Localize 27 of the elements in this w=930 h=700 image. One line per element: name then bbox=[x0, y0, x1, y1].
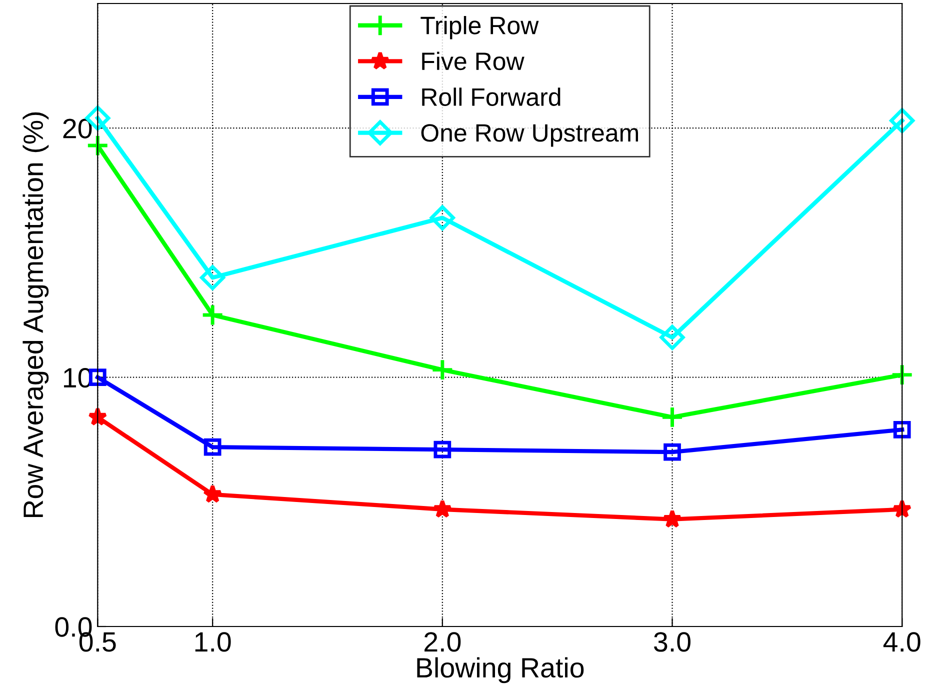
legend-label: One Row Upstream bbox=[421, 124, 638, 147]
legend-label: Five Row bbox=[422, 52, 524, 70]
point bbox=[430, 358, 454, 382]
point bbox=[432, 499, 452, 518]
point bbox=[660, 324, 685, 350]
point bbox=[893, 420, 911, 438]
legend-label: Roll Forward bbox=[422, 88, 560, 106]
x-axis-title: Blowing Ratio bbox=[417, 657, 584, 684]
x-tick-label: 1.0 bbox=[195, 632, 231, 652]
x-tick-label: 3.0 bbox=[654, 632, 690, 652]
point bbox=[890, 363, 914, 386]
point bbox=[201, 304, 224, 326]
point bbox=[200, 265, 226, 290]
y-axis-title: Row Averaged Augmentation (%) bbox=[22, 112, 49, 518]
point bbox=[664, 443, 681, 461]
x-tick-label: 4.0 bbox=[883, 632, 920, 652]
point bbox=[660, 406, 684, 429]
x-tick-label: 2.0 bbox=[424, 632, 461, 652]
legend-label: Triple Row bbox=[420, 16, 539, 40]
point bbox=[662, 509, 682, 528]
y-tick-label: 20 bbox=[63, 118, 92, 138]
point bbox=[88, 368, 106, 386]
point bbox=[430, 205, 455, 230]
point bbox=[434, 440, 452, 458]
point bbox=[204, 438, 222, 456]
point bbox=[890, 108, 915, 134]
point bbox=[202, 484, 222, 503]
